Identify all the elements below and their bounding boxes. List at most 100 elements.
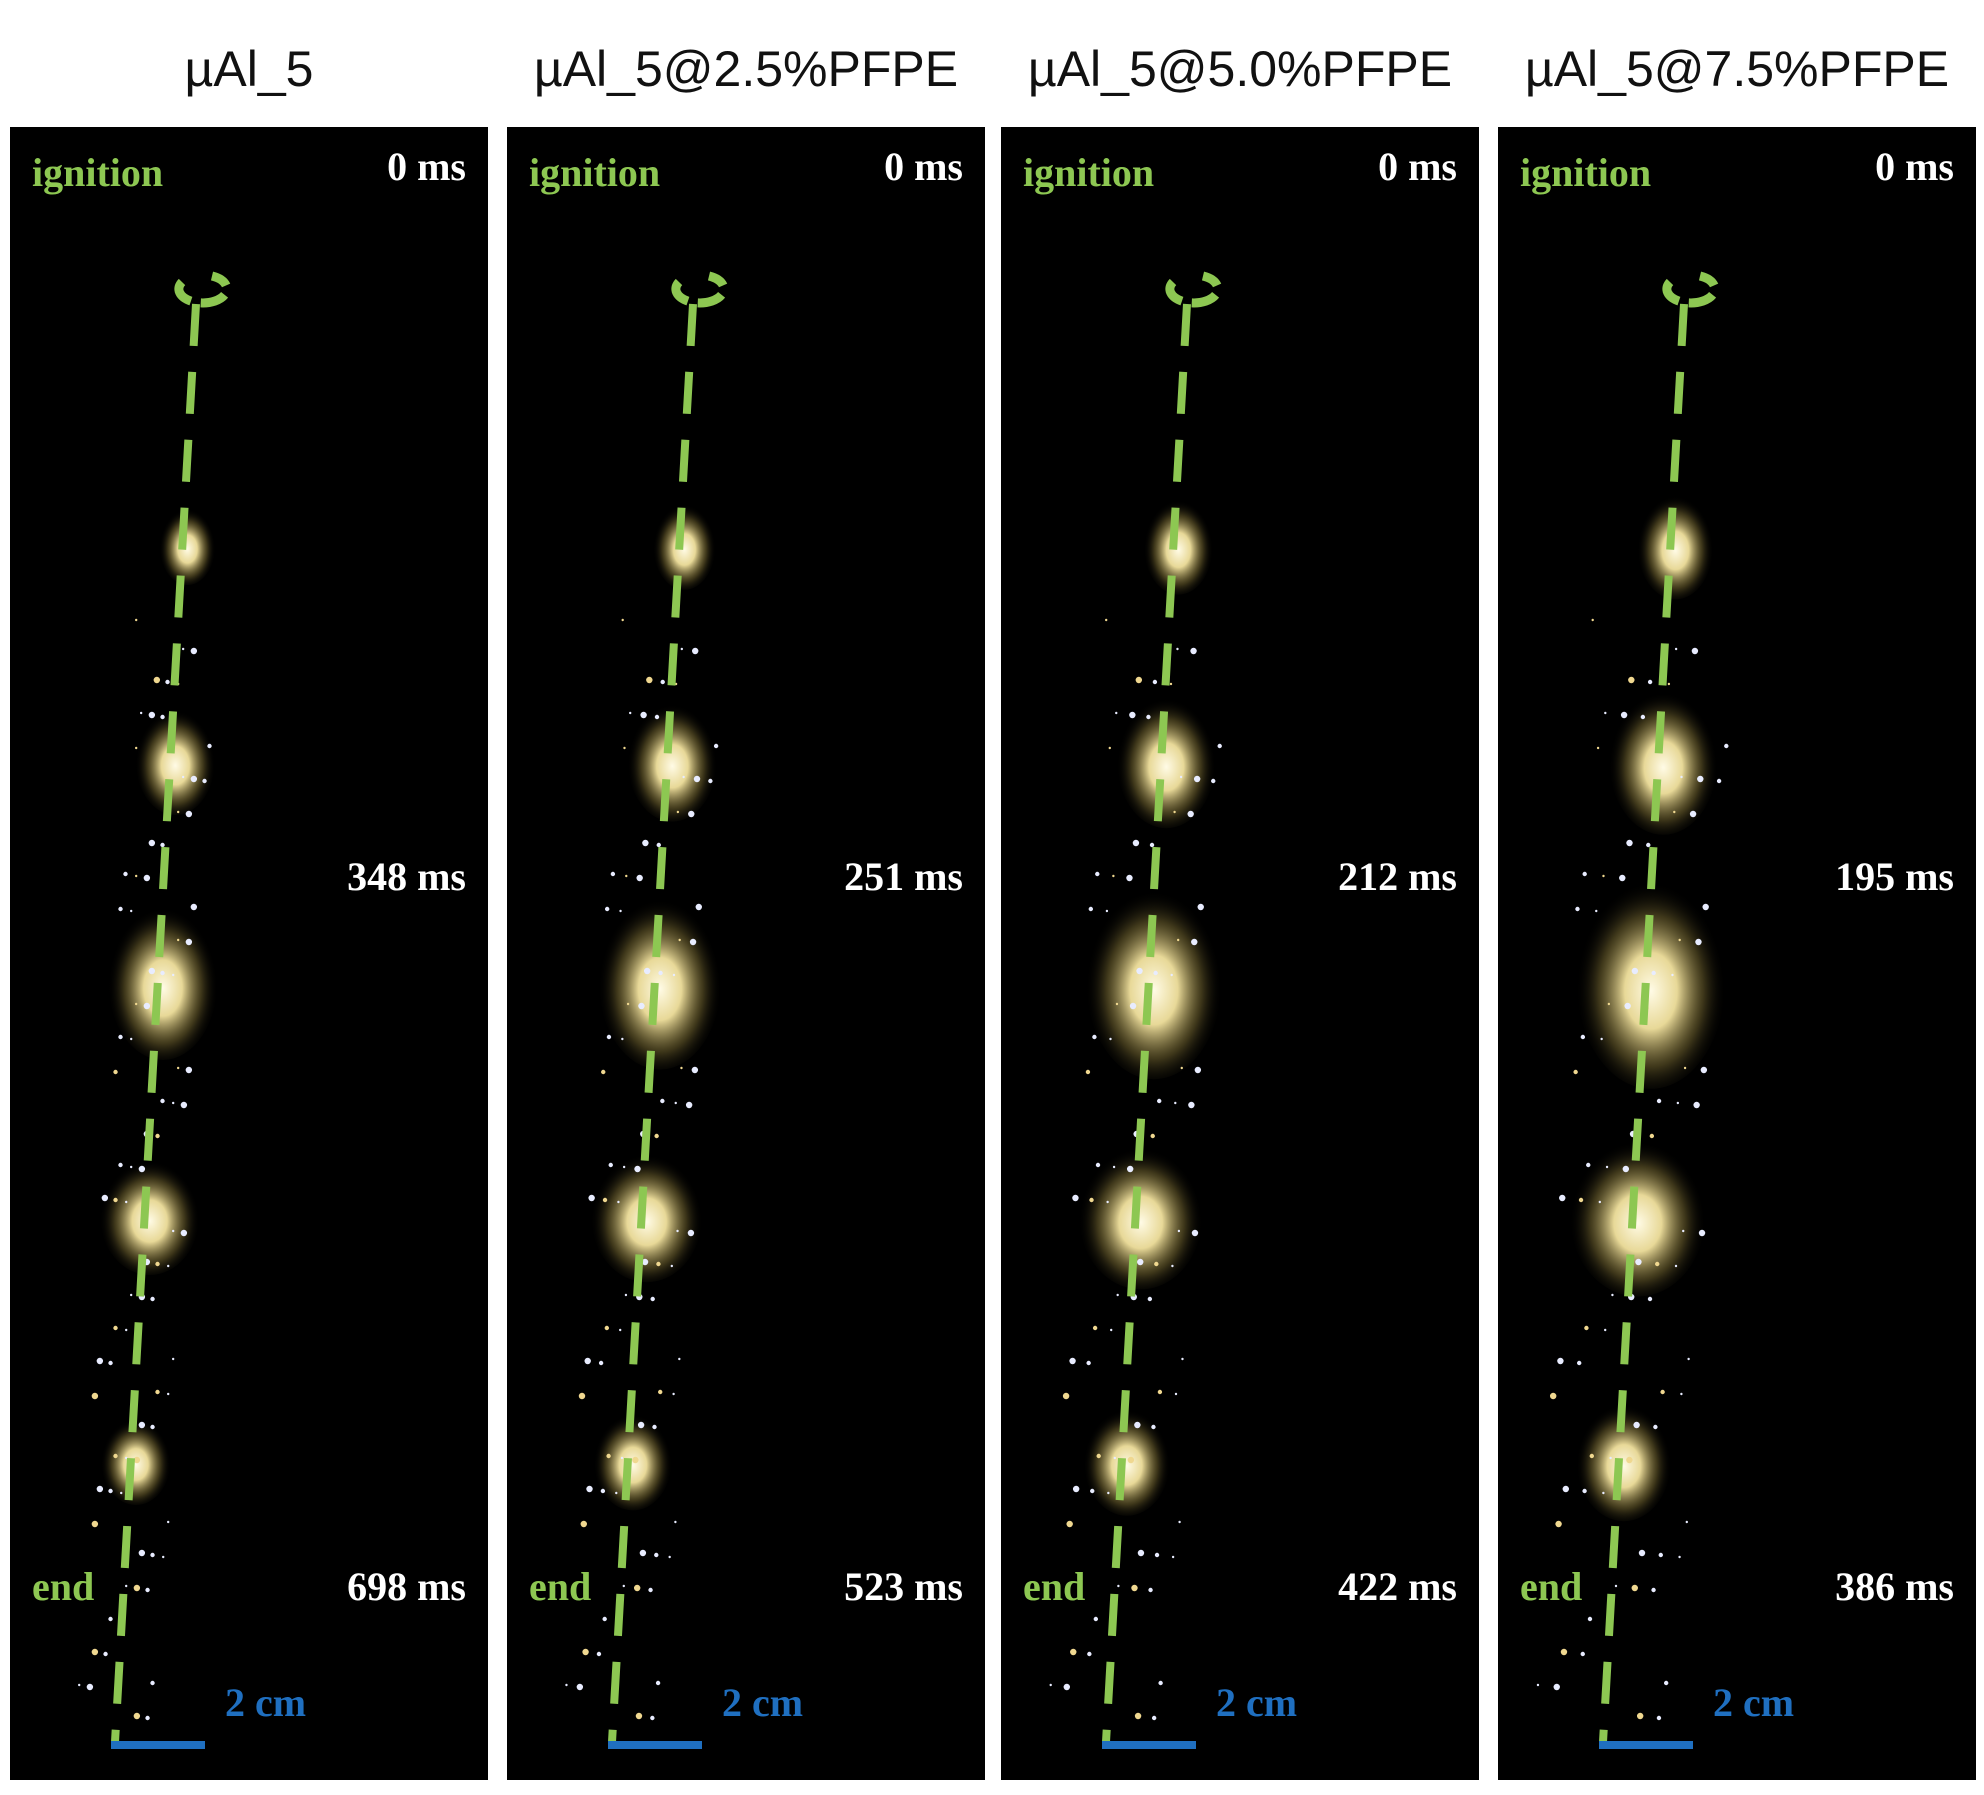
- spark: [692, 647, 699, 655]
- trajectory: [111, 303, 200, 1743]
- spark: [1622, 1165, 1630, 1173]
- spark: [672, 1392, 675, 1396]
- spark: [1108, 746, 1111, 750]
- start-time: 0 ms: [387, 144, 466, 189]
- spark: [1135, 676, 1143, 684]
- spark: [1578, 1197, 1584, 1203]
- spark: [1607, 1002, 1611, 1006]
- spark: [133, 1456, 141, 1464]
- spark: [160, 714, 165, 720]
- spark: [1620, 711, 1628, 719]
- flame: [135, 705, 216, 815]
- spark: [619, 909, 622, 913]
- spark: [1127, 1456, 1135, 1464]
- spark: [96, 1485, 104, 1493]
- spark: [1671, 973, 1674, 977]
- spark: [1069, 1357, 1076, 1365]
- spark: [150, 1296, 155, 1302]
- spark: [166, 1520, 170, 1524]
- spark: [676, 810, 680, 814]
- spark: [1066, 1520, 1073, 1528]
- panel-title: µAl_5@5.0%PFPE: [1028, 41, 1452, 97]
- spark: [602, 1197, 608, 1203]
- spark: [124, 1456, 128, 1460]
- spark: [1628, 676, 1635, 684]
- spark: [91, 1520, 99, 1528]
- spark: [113, 1069, 118, 1075]
- spark: [1624, 1002, 1631, 1010]
- spark: [133, 1712, 141, 1720]
- spark: [1137, 1549, 1145, 1557]
- spark: [1179, 775, 1183, 779]
- spark: [1674, 647, 1678, 651]
- spark: [676, 1229, 679, 1233]
- spark: [1146, 714, 1151, 720]
- spark: [1685, 1520, 1688, 1524]
- spark: [680, 647, 684, 651]
- spark: [1173, 810, 1176, 814]
- spark: [674, 1101, 677, 1105]
- spark: [1187, 810, 1194, 818]
- spark: [656, 842, 661, 848]
- spark: [606, 1034, 612, 1040]
- spark: [632, 1456, 639, 1464]
- spark: [150, 1552, 155, 1558]
- spark: [108, 1360, 113, 1366]
- spark: [1174, 1101, 1177, 1105]
- flame: [598, 890, 722, 1070]
- ignition-marker: [671, 271, 729, 308]
- scale-label: 2 cm: [225, 1680, 306, 1725]
- spark: [1587, 1616, 1593, 1622]
- spark: [629, 711, 632, 715]
- spark: [133, 1584, 141, 1592]
- spark: [123, 871, 128, 877]
- spark: [668, 1555, 671, 1559]
- spark: [652, 1424, 657, 1430]
- spark: [625, 874, 628, 878]
- spark: [1181, 1357, 1184, 1361]
- spark: [1698, 1229, 1706, 1237]
- spark: [1132, 839, 1140, 847]
- spark: [608, 1162, 613, 1168]
- spark: [658, 1389, 663, 1395]
- spark: [1157, 1098, 1162, 1104]
- end-time: 523 ms: [844, 1564, 963, 1609]
- spark: [1695, 938, 1702, 946]
- spark: [617, 1200, 620, 1204]
- spark: [135, 618, 138, 622]
- spark: [1682, 1229, 1685, 1233]
- spark: [1573, 1069, 1578, 1075]
- panel-title: µAl_5@2.5%PFPE: [534, 41, 958, 97]
- spark: [150, 1424, 155, 1430]
- spark: [584, 1357, 591, 1365]
- spark: [1604, 1328, 1607, 1332]
- spark: [134, 1002, 138, 1006]
- spark: [171, 1101, 175, 1105]
- spark: [638, 1002, 645, 1010]
- flame: [1576, 871, 1726, 1089]
- spark: [181, 775, 185, 779]
- spark: [656, 1261, 661, 1267]
- start-label: ignition: [529, 150, 660, 195]
- spark: [1724, 743, 1729, 749]
- spark: [596, 1651, 602, 1657]
- spark: [655, 1680, 661, 1686]
- spark: [129, 1165, 133, 1169]
- spark: [145, 1587, 150, 1593]
- spark: [185, 810, 193, 818]
- spark: [148, 967, 156, 975]
- spark: [1158, 1680, 1163, 1686]
- spark: [108, 1488, 113, 1494]
- spark: [1667, 682, 1671, 686]
- spark: [1134, 1421, 1141, 1429]
- spark: [1211, 778, 1216, 784]
- spark: [125, 1328, 128, 1332]
- spark: [1655, 1261, 1660, 1267]
- spark: [1604, 711, 1607, 715]
- spark: [1702, 903, 1709, 911]
- spark: [143, 1002, 151, 1010]
- spark: [1656, 1715, 1662, 1721]
- spark: [672, 973, 676, 977]
- spark: [138, 1549, 146, 1557]
- spark: [1087, 1651, 1092, 1657]
